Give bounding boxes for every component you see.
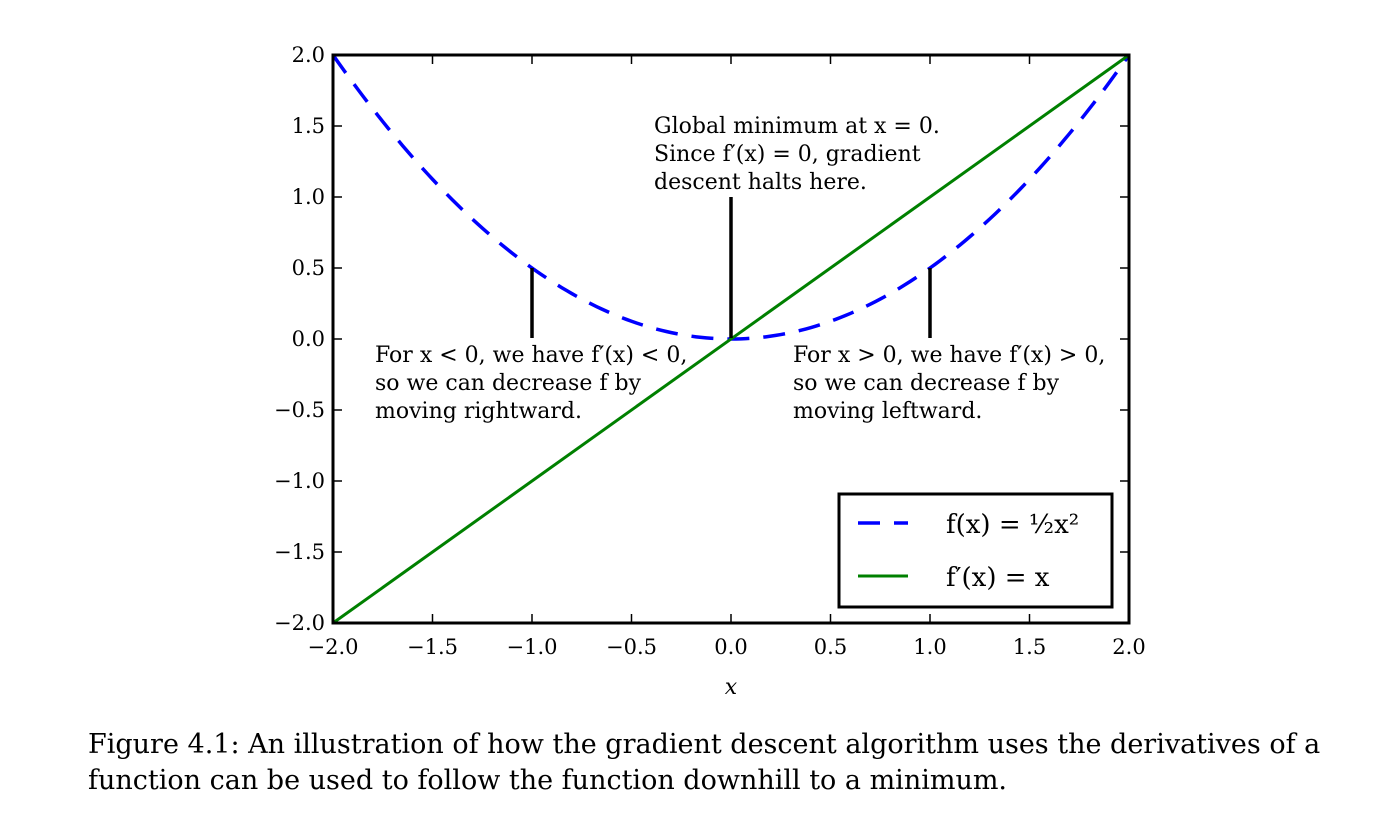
legend: f(x) = ½x² f′(x) = x <box>837 492 1114 609</box>
annotation-text: For x < 0, we have f′(x) < 0, so we can d… <box>375 343 687 424</box>
y-tick-label: 0.5 <box>292 256 325 280</box>
y-tick-label: 0.0 <box>292 327 325 351</box>
x-axis-label: x <box>725 675 738 700</box>
annotation-line: so we can decrease f by <box>793 371 1060 396</box>
annotation-line: For x < 0, we have f′(x) < 0, <box>375 343 687 368</box>
x-tick-label: 1.0 <box>913 635 946 659</box>
y-tick-label: 1.5 <box>292 114 325 138</box>
annotation-text: Global minimum at x = 0. Since f′(x) = 0,… <box>654 114 940 195</box>
x-tick-label: 0.0 <box>714 635 747 659</box>
y-tick-label: −1.5 <box>274 540 325 564</box>
x-tick-label: 2.0 <box>1112 635 1145 659</box>
legend-label-f-of-x: f(x) = ½x² <box>946 510 1079 540</box>
annotation-line: Since f′(x) = 0, gradient <box>654 142 921 167</box>
annotation-line: Global minimum at x = 0. <box>654 114 940 139</box>
legend-label-f-prime: f′(x) = x <box>946 563 1050 593</box>
x-tick-label: −1.5 <box>407 635 458 659</box>
annotation-line: so we can decrease f by <box>375 371 642 396</box>
x-tick-label: −0.5 <box>606 635 657 659</box>
figure-caption: Figure 4.1: An illustration of how the g… <box>88 729 1321 796</box>
y-tick-label: 2.0 <box>292 43 325 67</box>
y-tick-label: −0.5 <box>274 398 325 422</box>
x-tick-label: −2.0 <box>308 635 359 659</box>
y-tick-label: −2.0 <box>274 611 325 635</box>
plot-frame <box>331 53 1131 625</box>
tick-labels: −2.0 −1.5 −1.0 −0.5 0.0 0.5 1.0 1.5 2.0 −2.0 −1.5 −… <box>274 43 1146 659</box>
y-tick-label: 1.0 <box>292 185 325 209</box>
series-lines <box>331 53 1131 625</box>
annotation-text: For x > 0, we have f′(x) > 0, so we can d… <box>793 343 1105 424</box>
x-tick-label: 0.5 <box>814 635 847 659</box>
annotations: Global minimum at x = 0. Since f′(x) = 0,… <box>375 114 1105 424</box>
legend-box <box>837 492 1114 609</box>
annotation-line: descent halts here. <box>654 170 867 195</box>
y-tick-label: −1.0 <box>274 469 325 493</box>
x-tick-label: 1.5 <box>1013 635 1046 659</box>
series-f-prime-solid-line <box>332 53 1130 625</box>
annotation-line: moving rightward. <box>375 399 582 424</box>
x-tick-label: −1.0 <box>507 635 558 659</box>
annotation-line: moving leftward. <box>793 399 982 424</box>
annotation-line: For x > 0, we have f′(x) > 0, <box>793 343 1105 368</box>
